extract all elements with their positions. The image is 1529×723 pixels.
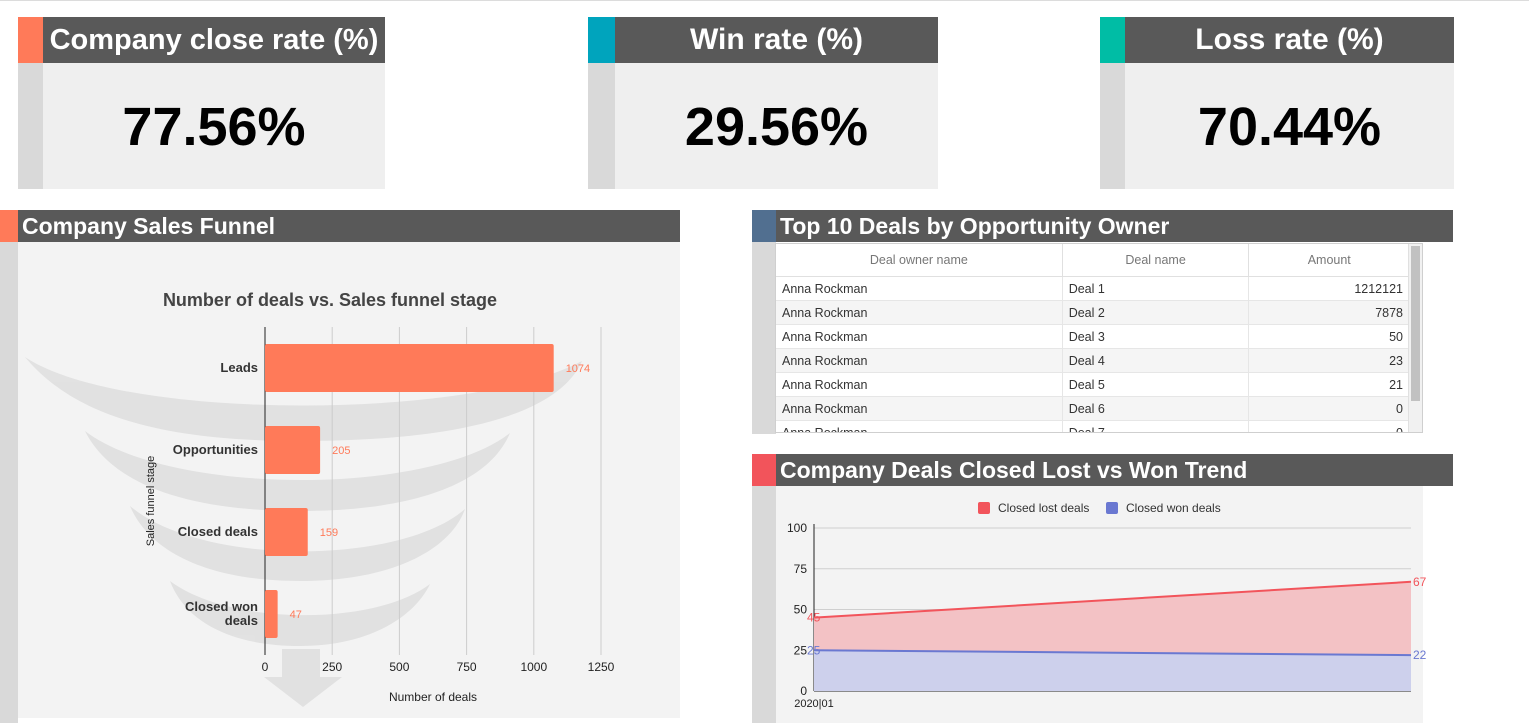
deal-cell: Deal 7 — [1062, 420, 1250, 432]
funnel-bar-value-label: 47 — [290, 609, 302, 621]
deal-cell: Deal 1 — [1062, 276, 1250, 301]
top-deals-header-accent — [752, 210, 776, 242]
kpi-side-bar — [588, 63, 615, 189]
kpi-title: Company close rate (%) — [43, 17, 385, 63]
funnel-bar[interactable] — [265, 508, 308, 556]
top-deals-side-bar — [752, 242, 776, 434]
funnel-header: Company Sales Funnel — [18, 210, 680, 242]
funnel-x-tick-label: 1250 — [588, 660, 615, 674]
table-row: Anna Rockman Deal 4 23 — [776, 348, 1410, 373]
funnel-x-tick-label: 250 — [322, 660, 342, 674]
kpi-accent — [588, 17, 615, 63]
amount-cell: 23 — [1248, 348, 1410, 373]
kpi-value: 70.44% — [1125, 63, 1454, 189]
column-header[interactable]: Deal owner name — [776, 244, 1063, 277]
funnel-bar-value-label: 159 — [320, 527, 338, 539]
funnel-y-axis-label: Sales funnel stage — [145, 456, 157, 547]
trend-header-accent — [752, 454, 776, 486]
kpi-title: Loss rate (%) — [1125, 17, 1454, 63]
kpi-accent — [1100, 17, 1125, 63]
funnel-category-label: Closed won — [185, 599, 258, 614]
kpi-title: Win rate (%) — [615, 17, 938, 63]
funnel-category-label: Opportunities — [173, 442, 258, 457]
table-header-row: Deal owner name Deal name Amount — [776, 244, 1410, 277]
funnel-illustration — [25, 357, 582, 707]
funnel-x-tick-label: 500 — [389, 660, 409, 674]
funnel-x-axis-label: Number of deals — [389, 690, 477, 704]
kpi-value: 29.56% — [615, 63, 938, 189]
owner-cell: Anna Rockman — [776, 300, 1063, 325]
funnel-category-label: Closed deals — [178, 524, 258, 539]
funnel-x-tick-label: 0 — [262, 660, 269, 674]
deal-cell: Deal 5 — [1062, 372, 1250, 397]
deal-cell: Deal 6 — [1062, 396, 1250, 421]
table-row: Anna Rockman Deal 3 50 — [776, 324, 1410, 349]
owner-cell: Anna Rockman — [776, 348, 1063, 373]
trend-side-bar — [752, 486, 776, 723]
funnel-bar-value-label: 1074 — [566, 363, 590, 375]
kpi-value: 77.56% — [43, 63, 385, 189]
top-deals-header: Top 10 Deals by Opportunity Owner — [776, 210, 1453, 242]
deal-cell: Deal 4 — [1062, 348, 1250, 373]
funnel-category-label: deals — [225, 613, 258, 628]
column-header[interactable]: Amount — [1248, 244, 1410, 277]
funnel-category-label: Leads — [220, 360, 258, 375]
funnel-side-bar — [0, 242, 18, 723]
owner-cell: Anna Rockman — [776, 276, 1063, 301]
funnel-x-tick-label: 1000 — [520, 660, 547, 674]
table-row: Anna Rockman Deal 2 7878 — [776, 300, 1410, 325]
table-row: Anna Rockman Deal 1 1212121 — [776, 276, 1410, 301]
amount-cell: 1212121 — [1248, 276, 1410, 301]
kpi-side-bar — [1100, 63, 1125, 189]
top-deals-table[interactable]: Deal owner name Deal name Amount Anna Ro… — [775, 243, 1423, 433]
column-header[interactable]: Deal name — [1062, 244, 1250, 277]
kpi-loss-rate: Loss rate (%) 70.44% — [1100, 17, 1454, 189]
table-scrollbar[interactable] — [1408, 244, 1422, 432]
amount-cell: 21 — [1248, 372, 1410, 397]
owner-cell: Anna Rockman — [776, 324, 1063, 349]
table-scrollbar-thumb[interactable] — [1411, 246, 1420, 401]
funnel-bar[interactable] — [265, 590, 278, 638]
amount-cell: 0 — [1248, 396, 1410, 421]
amount-cell: 50 — [1248, 324, 1410, 349]
funnel-x-tick-label: 750 — [457, 660, 477, 674]
kpi-accent — [18, 17, 43, 63]
funnel-header-accent — [0, 210, 18, 242]
funnel-chart: Number of deals vs. Sales funnel stage 0… — [25, 290, 615, 707]
funnel-bar-value-label: 205 — [332, 445, 350, 457]
table-row: Anna Rockman Deal 5 21 — [776, 372, 1410, 397]
owner-cell: Anna Rockman — [776, 420, 1063, 432]
trend-chart-area — [776, 486, 1423, 723]
funnel-chart-title: Number of deals vs. Sales funnel stage — [163, 290, 497, 310]
funnel-bar[interactable] — [265, 344, 554, 392]
kpi-close-rate: Company close rate (%) 77.56% — [18, 17, 385, 189]
deal-cell: Deal 2 — [1062, 300, 1250, 325]
owner-cell: Anna Rockman — [776, 396, 1063, 421]
amount-cell: 7878 — [1248, 300, 1410, 325]
funnel-bar[interactable] — [265, 426, 321, 474]
trend-header: Company Deals Closed Lost vs Won Trend — [776, 454, 1453, 486]
kpi-win-rate: Win rate (%) 29.56% — [588, 17, 938, 189]
deal-cell: Deal 3 — [1062, 324, 1250, 349]
owner-cell: Anna Rockman — [776, 372, 1063, 397]
amount-cell: 0 — [1248, 420, 1410, 432]
kpi-side-bar — [18, 63, 43, 189]
